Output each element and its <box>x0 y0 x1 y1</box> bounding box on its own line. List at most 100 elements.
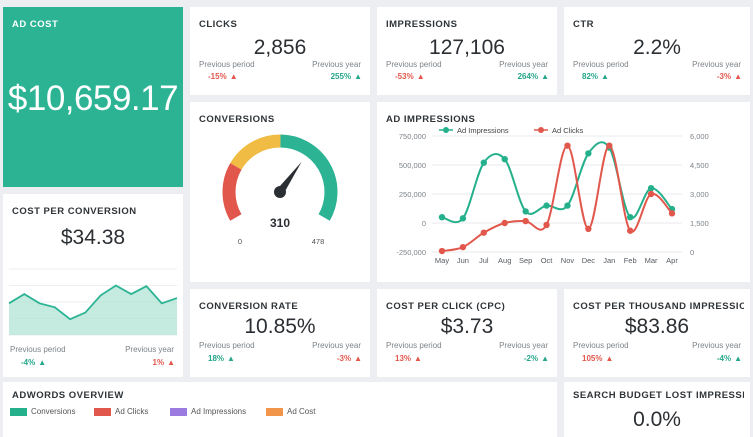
data-point <box>459 215 467 222</box>
clicks-prev-period-change: -15% ▲ <box>208 72 238 81</box>
conversion-rate-card: CONVERSION RATE 10.85% Previous period 1… <box>190 289 370 377</box>
cpconv-prev-period-label: Previous period <box>10 345 66 354</box>
data-point <box>585 225 592 232</box>
data-point <box>585 150 592 157</box>
gauge-value: 310 <box>270 216 290 230</box>
data-point <box>459 243 467 251</box>
impressions-prev-period-change: -53% ▲ <box>395 72 425 81</box>
cpm-prev-year-label: Previous year <box>692 341 741 350</box>
cpconv-prev-period-change: -4% ▲ <box>21 358 47 367</box>
legend-swatch <box>10 407 27 416</box>
x-tick-label: Mar <box>645 256 658 265</box>
data-point <box>564 142 571 149</box>
legend-swatch <box>266 407 283 416</box>
x-tick-label: Dec <box>582 256 596 265</box>
series-line-ad-clicks <box>441 144 673 253</box>
ctr-card: CTR 2.2% Previous period 82% ▲ Previous y… <box>564 7 750 95</box>
arrow-up-icon: ▲ <box>229 72 238 81</box>
search-budget-card: SEARCH BUDGET LOST IMPRESSIONS 0.0% <box>564 382 750 437</box>
clicks-value: 2,856 <box>253 36 307 59</box>
convrate-prev-year-label: Previous year <box>312 341 361 350</box>
area-fill <box>9 285 177 335</box>
arrow-up-icon: ▲ <box>541 72 549 81</box>
cpm-value: $83.86 <box>624 315 690 338</box>
arrow-up-icon: ▲ <box>227 354 235 363</box>
legend-item-ad-clicks[interactable]: Ad Clicks <box>94 407 170 416</box>
gauge-min-label: 0 <box>238 237 242 246</box>
gauge-segment <box>280 134 338 221</box>
x-tick-label: Jun <box>457 256 469 265</box>
data-point <box>564 202 571 209</box>
data-point <box>647 190 655 198</box>
data-point <box>543 202 550 209</box>
ad-cost-value: $10,659.17 <box>7 79 179 118</box>
data-point <box>647 185 655 192</box>
x-tick-label: Jul <box>479 256 489 265</box>
ctr-prev-period-label: Previous period <box>573 60 629 69</box>
data-point <box>543 221 550 229</box>
arrow-up-icon: ▲ <box>354 72 362 81</box>
y-left-tick-label: 500,000 <box>399 161 426 170</box>
data-point <box>606 142 613 149</box>
ad-cost-card: AD COST $10,659.17 <box>3 7 183 187</box>
clicks-card: CLICKS 2,856 Previous period -15% ▲ Previ… <box>190 7 370 95</box>
gauge-needle <box>276 161 302 195</box>
impressions-prev-year-change: 264% ▲ <box>517 72 549 81</box>
conversions-card: CONVERSIONS 310 0 478 <box>190 102 370 282</box>
cpm-title: COST PER THOUSAND IMPRESSIONS <box>573 301 744 312</box>
conversion-rate-value: 10.85% <box>244 315 316 338</box>
cost-per-conversion-card: COST PER CONVERSION $34.38 Previous peri… <box>3 194 183 377</box>
conversions-gauge: 310 0 478 <box>222 134 338 246</box>
area-line <box>8 284 178 321</box>
cpconv-prev-year-change: 1% ▲ <box>152 358 175 367</box>
cpc-prev-period-label: Previous period <box>386 341 442 350</box>
legend-swatch <box>94 407 111 416</box>
search-budget-title: SEARCH BUDGET LOST IMPRESSIONS <box>573 390 744 401</box>
y-left-tick-label: 750,000 <box>399 132 426 141</box>
adwords-legend: Conversions Ad Clicks Ad Impressions Ad … <box>10 407 342 416</box>
cpm-prev-year-change: -4% ▲ <box>716 354 742 363</box>
data-point <box>668 210 676 217</box>
legend-label: Ad Clicks <box>552 126 584 135</box>
legend-item-conversions[interactable]: Conversions <box>10 407 94 416</box>
gauge-max-label: 478 <box>312 237 325 246</box>
ctr-prev-year-label: Previous year <box>692 60 741 69</box>
x-tick-label: Aug <box>498 256 511 265</box>
cost-per-conversion-chart <box>8 268 178 336</box>
ctr-prev-period-change: 82% ▲ <box>582 72 609 81</box>
data-point <box>438 247 446 255</box>
search-budget-value: 0.0% <box>633 408 681 431</box>
y-right-tick-label: 0 <box>690 248 694 257</box>
ctr-prev-year-change: -3% ▲ <box>716 72 742 81</box>
cpconv-prev-year-label: Previous year <box>125 345 174 354</box>
convrate-prev-year-change: -3% ▲ <box>336 354 362 363</box>
data-point <box>480 159 488 166</box>
cpc-value: $3.73 <box>440 315 494 338</box>
cpm-prev-period-change: 105% ▲ <box>582 354 614 363</box>
x-tick-label: Sep <box>519 256 532 265</box>
ad-impressions-title: AD IMPRESSIONS <box>386 114 476 125</box>
cpc-title: COST PER CLICK (CPC) <box>386 301 506 312</box>
clicks-title: CLICKS <box>199 19 238 30</box>
y-right-tick-label: 6,000 <box>690 132 709 141</box>
gauge-segment <box>222 163 242 221</box>
legend-swatch <box>170 407 187 416</box>
conversion-rate-title: CONVERSION RATE <box>199 301 299 312</box>
cpm-prev-period-label: Previous period <box>573 341 629 350</box>
ad-impressions-card: AD IMPRESSIONS 750,000 500,000 250,000 0 -25… <box>377 102 750 282</box>
data-point <box>480 229 488 236</box>
legend-label: Ad Impressions <box>457 126 509 135</box>
ctr-title: CTR <box>573 19 595 30</box>
legend-item-ad-cost[interactable]: Ad Cost <box>266 407 342 416</box>
cpc-prev-period-change: 13% ▲ <box>395 354 422 363</box>
clicks-prev-year-change: 255% ▲ <box>330 72 362 81</box>
legend-item-ad-impressions[interactable]: Ad Impressions <box>170 407 266 416</box>
y-left-tick-label: -250,000 <box>396 248 426 257</box>
impressions-card: IMPRESSIONS 127,106 Previous period -53%… <box>377 7 557 95</box>
arrow-up-icon: ▲ <box>354 354 362 363</box>
y-right-tick-label: 1,500 <box>690 219 709 228</box>
impressions-value: 127,106 <box>429 36 505 59</box>
data-point <box>438 214 446 221</box>
impressions-prev-year-label: Previous year <box>499 60 548 69</box>
arrow-up-icon: ▲ <box>734 354 742 363</box>
